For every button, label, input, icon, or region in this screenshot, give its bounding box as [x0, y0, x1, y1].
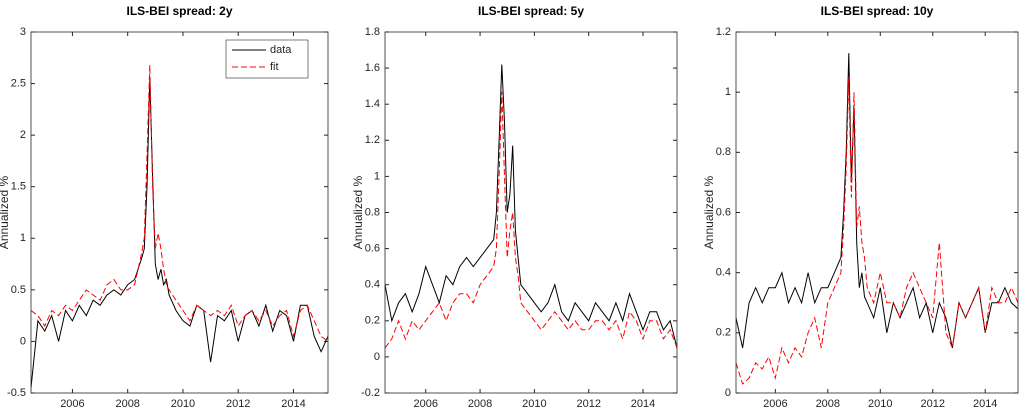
y-tick-label: 0.5	[11, 284, 26, 296]
axes-box	[735, 31, 1019, 394]
y-tick-label: 3	[20, 26, 26, 38]
x-tick-label: 2010	[868, 398, 892, 410]
y-tick-label: 1.5	[11, 181, 26, 193]
subplot: ILS-BEI spread: 10y Annualized % 0 0.2 0.4 0.…	[702, 4, 1019, 410]
x-tick-label: 2010	[171, 398, 195, 410]
legend-box	[225, 39, 309, 79]
legend-label: data	[270, 44, 292, 56]
y-tick-label: -0.5	[7, 387, 26, 399]
y-tick-label: 0.4	[365, 279, 380, 291]
y-tick-label: 1.2	[365, 134, 380, 146]
y-tick-label: 0	[374, 351, 380, 363]
series-line	[385, 64, 677, 349]
x-tick-label: 2012	[226, 398, 250, 410]
y-tick-label: 1.8	[365, 26, 380, 38]
series-line	[385, 91, 677, 349]
x-tick-label: 2008	[468, 398, 492, 410]
chart-title: ILS-BEI spread: 2y	[126, 4, 232, 18]
y-tick-label: 0.8	[365, 206, 380, 218]
x-tick-label: 2012	[921, 398, 945, 410]
y-tick-label: 2.5	[11, 77, 26, 89]
y-axis-label: Annualized %	[0, 175, 11, 249]
series-line	[31, 78, 328, 388]
y-tick-label: 0	[725, 387, 731, 399]
y-tick-label: 1.2	[716, 26, 731, 38]
subplot: ILS-BEI spread: 5y Annualized % -0.2 0 0.2 0.…	[351, 4, 678, 410]
x-tick-label: 2012	[576, 398, 600, 410]
y-tick-label: 0.2	[716, 327, 731, 339]
chart-title: ILS-BEI spread: 10y	[821, 4, 934, 18]
y-tick-label: -0.2	[361, 387, 380, 399]
legend-label: fit	[270, 61, 279, 73]
y-tick-label: 0.8	[716, 146, 731, 158]
x-tick-label: 2006	[414, 398, 438, 410]
y-tick-label: 0.4	[716, 267, 731, 279]
x-tick-label: 2008	[816, 398, 840, 410]
y-tick-label: 0.2	[365, 315, 380, 327]
y-tick-label: 1	[374, 170, 380, 182]
series-line	[736, 77, 1018, 385]
axes-box	[384, 31, 678, 394]
y-tick-label: 1	[20, 232, 26, 244]
y-tick-label: 1	[725, 86, 731, 98]
chart-title: ILS-BEI spread: 5y	[478, 4, 584, 18]
x-tick-label: 2014	[281, 398, 305, 410]
y-tick-label: 0.6	[365, 243, 380, 255]
x-tick-label: 2014	[631, 398, 655, 410]
x-tick-label: 2014	[973, 398, 997, 410]
x-tick-label: 2006	[763, 398, 787, 410]
series-line	[31, 64, 328, 342]
plot-area	[736, 32, 1018, 393]
subplot: ILS-BEI spread: 2y Annualized % -0.5 0 0.5 1 1…	[0, 4, 329, 410]
y-tick-label: 1.6	[365, 62, 380, 74]
plot-area	[385, 32, 677, 393]
y-axis-label: Annualized %	[702, 175, 716, 249]
x-tick-label: 2006	[60, 398, 84, 410]
x-tick-label: 2010	[522, 398, 546, 410]
x-tick-label: 2008	[115, 398, 139, 410]
y-axis-label: Annualized %	[351, 175, 365, 249]
y-tick-label: 0	[20, 335, 26, 347]
y-tick-label: 2	[20, 129, 26, 141]
y-tick-label: 1.4	[365, 98, 380, 110]
plot-area	[31, 32, 328, 393]
axes-box	[30, 31, 329, 394]
y-tick-label: 0.6	[716, 206, 731, 218]
